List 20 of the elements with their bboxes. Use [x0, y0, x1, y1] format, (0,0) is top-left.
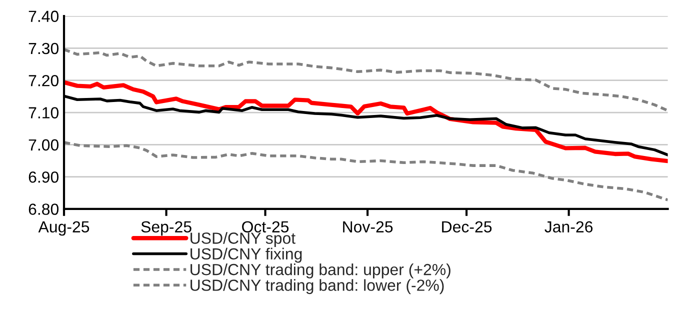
line-series — [64, 48, 668, 112]
line-series — [64, 141, 668, 202]
x-tick-label: Dec-25 — [442, 221, 492, 233]
y-tick-label: 6.90 — [28, 171, 59, 183]
y-tick-label: 7.20 — [28, 74, 59, 86]
x-tick-label: Oct-25 — [242, 221, 289, 233]
legend-label: USD/CNY fixing — [190, 248, 302, 263]
line-series — [64, 80, 668, 164]
x-tick-label: Aug-25 — [38, 221, 90, 236]
y-tick-label: 7.30 — [28, 42, 59, 54]
legend-label: USD/CNY spot — [190, 232, 296, 248]
x-tick-label: Nov-25 — [343, 221, 393, 233]
x-tick-label: Sep-25 — [141, 221, 192, 236]
y-tick-label: 6.80 — [28, 204, 59, 215]
x-tick-label: Jan-26 — [544, 221, 593, 233]
legend-label: USD/CNY trading band: upper (+2%) — [190, 263, 450, 278]
legend-label: USD/CNY trading band: lower (-2%) — [190, 279, 444, 294]
y-tick-label: 7.00 — [28, 139, 59, 151]
y-tick-label: 7.10 — [28, 107, 59, 118]
y-tick-label: 7.40 — [28, 10, 59, 22]
